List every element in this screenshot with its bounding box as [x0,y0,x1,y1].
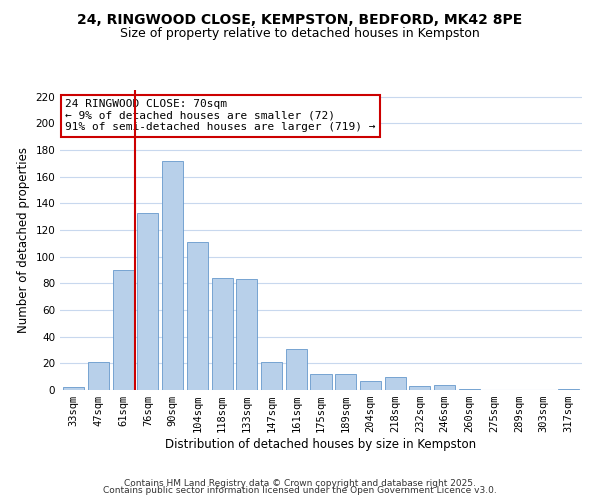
Text: Contains public sector information licensed under the Open Government Licence v3: Contains public sector information licen… [103,486,497,495]
Bar [187,242,208,390]
Bar [335,374,356,390]
Bar [558,388,579,390]
Y-axis label: Number of detached properties: Number of detached properties [17,147,30,333]
Bar [137,212,158,390]
Bar [385,376,406,390]
Bar [286,348,307,390]
Bar [360,380,381,390]
Bar [434,384,455,390]
Text: Size of property relative to detached houses in Kempston: Size of property relative to detached ho… [120,28,480,40]
Text: 24 RINGWOOD CLOSE: 70sqm
← 9% of detached houses are smaller (72)
91% of semi-de: 24 RINGWOOD CLOSE: 70sqm ← 9% of detache… [65,99,376,132]
Bar [310,374,332,390]
X-axis label: Distribution of detached houses by size in Kempston: Distribution of detached houses by size … [166,438,476,451]
Bar [236,280,257,390]
Bar [113,270,134,390]
Bar [88,362,109,390]
Bar [261,362,282,390]
Text: 24, RINGWOOD CLOSE, KEMPSTON, BEDFORD, MK42 8PE: 24, RINGWOOD CLOSE, KEMPSTON, BEDFORD, M… [77,12,523,26]
Bar [162,160,183,390]
Bar [63,388,84,390]
Bar [459,388,480,390]
Bar [212,278,233,390]
Text: Contains HM Land Registry data © Crown copyright and database right 2025.: Contains HM Land Registry data © Crown c… [124,478,476,488]
Bar [409,386,430,390]
